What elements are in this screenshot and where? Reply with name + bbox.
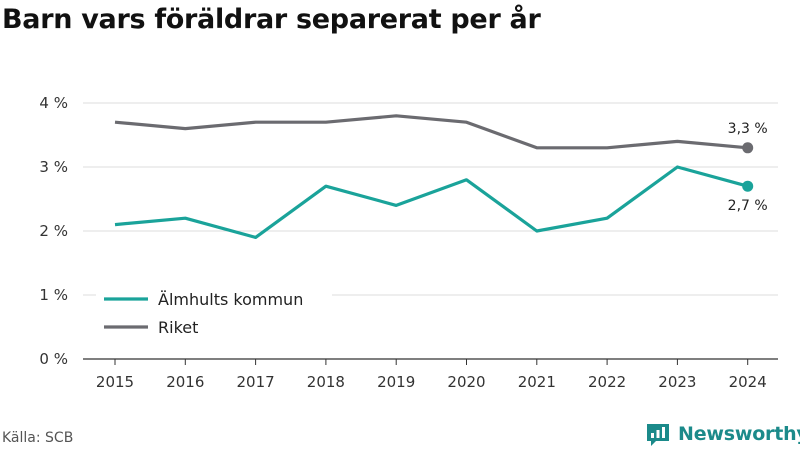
y-axis-ticks: 0 % 1 % 2 % 3 % 4 % — [39, 94, 68, 368]
series-end-label: 3,3 % — [728, 121, 768, 137]
legend-label: Riket — [158, 318, 198, 337]
x-tick-label: 2024 — [729, 373, 767, 391]
grid-lines — [83, 102, 778, 296]
y-tick-label: 2 % — [39, 222, 68, 240]
x-tick-label: 2020 — [447, 373, 485, 391]
source-note: Källa: SCB — [2, 430, 74, 446]
series-end-point — [742, 180, 754, 192]
x-axis: 2015 2016 2017 2018 2019 2020 2021 2022 2023 2024 — [83, 358, 778, 391]
x-tick-label: 2015 — [96, 373, 134, 391]
series-line — [114, 114, 748, 150]
x-tick-label: 2023 — [658, 373, 696, 391]
y-tick-label: 1 % — [39, 286, 68, 304]
newsworthy-logo-icon — [647, 424, 669, 446]
legend-background — [96, 286, 332, 346]
series-line — [114, 165, 749, 239]
y-tick-label: 4 % — [39, 94, 68, 112]
y-tick-label: 3 % — [39, 158, 68, 176]
x-tick-label: 2019 — [377, 373, 415, 391]
brand-name: Newsworthy — [678, 423, 800, 445]
x-tick-label: 2021 — [518, 373, 556, 391]
legend: Älmhults kommun Riket — [96, 286, 332, 346]
series-lines: 2,7 % 3,3 % — [114, 114, 768, 239]
x-tick-label: 2022 — [588, 373, 626, 391]
legend-label: Älmhults kommun — [158, 290, 303, 309]
x-tick-label: 2016 — [166, 373, 204, 391]
series-end-point — [742, 142, 754, 154]
chart-title: Barn vars föräldrar separerat per år — [2, 4, 541, 35]
x-tick-label: 2018 — [307, 373, 345, 391]
x-tick-label: 2017 — [237, 373, 275, 391]
y-tick-label: 0 % — [39, 350, 68, 368]
line-chart: 0 % 1 % 2 % 3 % 4 % 2015 2016 2017 2018 2019 2020… — [39, 94, 778, 391]
series-end-label: 2,7 % — [728, 198, 768, 214]
brand-logo[interactable]: Newsworthy — [645, 421, 800, 447]
